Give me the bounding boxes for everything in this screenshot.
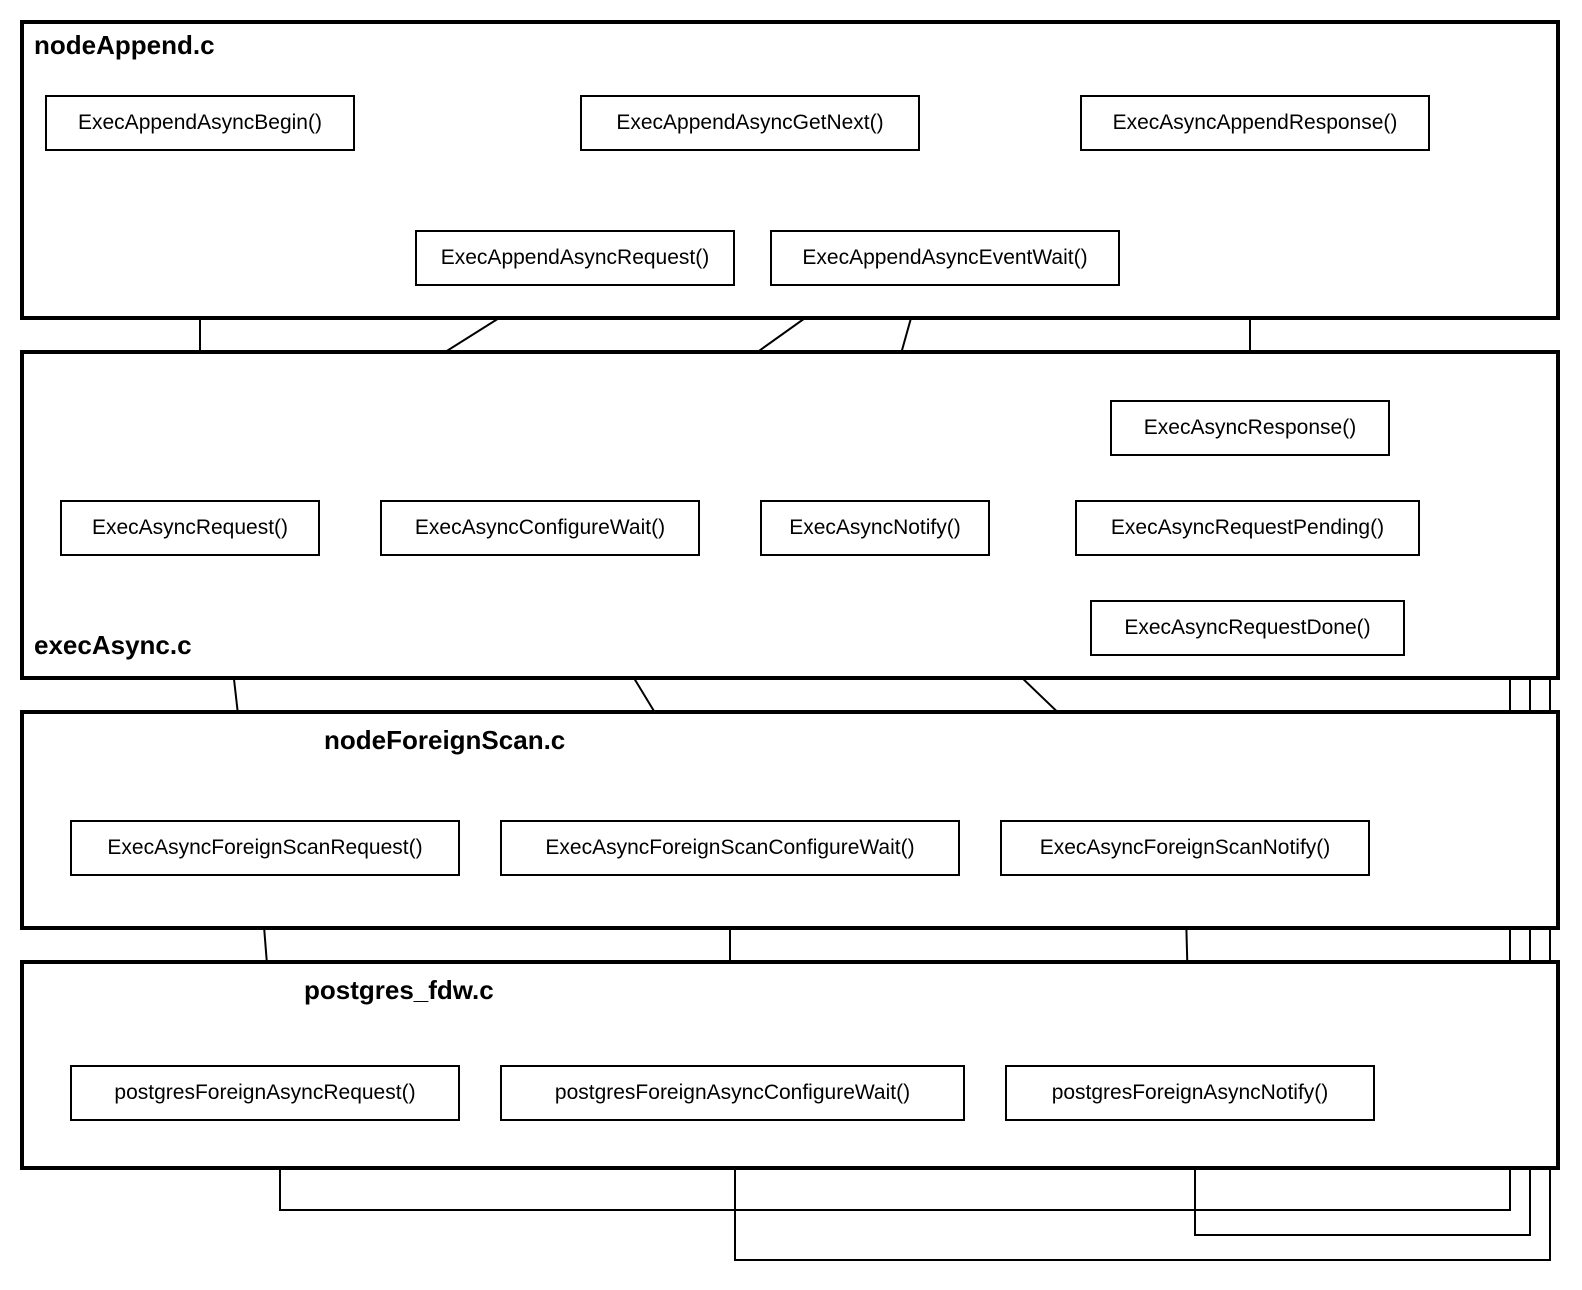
node-ExecAsyncRequestDone: ExecAsyncRequestDone() [1090,600,1405,656]
container-label-nodeAppend: nodeAppend.c [30,30,219,61]
node-ExecAsyncForeignScanNotify: ExecAsyncForeignScanNotify() [1000,820,1370,876]
node-ExecAppendAsyncRequest: ExecAppendAsyncRequest() [415,230,735,286]
node-ExecAppendAsyncEventWait: ExecAppendAsyncEventWait() [770,230,1120,286]
node-postgresForeignAsyncRequest: postgresForeignAsyncRequest() [70,1065,460,1121]
container-label-postgres_fdw: postgres_fdw.c [300,975,498,1006]
node-postgresForeignAsyncConfigureWait: postgresForeignAsyncConfigureWait() [500,1065,965,1121]
node-ExecAsyncRequest: ExecAsyncRequest() [60,500,320,556]
container-label-nodeForeignScan: nodeForeignScan.c [320,725,569,756]
node-ExecAsyncConfigureWait: ExecAsyncConfigureWait() [380,500,700,556]
node-ExecAsyncNotify: ExecAsyncNotify() [760,500,990,556]
node-ExecAppendAsyncBegin: ExecAppendAsyncBegin() [45,95,355,151]
node-ExecAsyncForeignScanConfigureWait: ExecAsyncForeignScanConfigureWait() [500,820,960,876]
node-ExecAsyncAppendResponse: ExecAsyncAppendResponse() [1080,95,1430,151]
node-postgresForeignAsyncNotify: postgresForeignAsyncNotify() [1005,1065,1375,1121]
container-label-execAsync: execAsync.c [30,630,196,661]
node-ExecAsyncResponse: ExecAsyncResponse() [1110,400,1390,456]
node-ExecAppendAsyncGetNext: ExecAppendAsyncGetNext() [580,95,920,151]
node-ExecAsyncForeignScanRequest: ExecAsyncForeignScanRequest() [70,820,460,876]
node-ExecAsyncRequestPending: ExecAsyncRequestPending() [1075,500,1420,556]
